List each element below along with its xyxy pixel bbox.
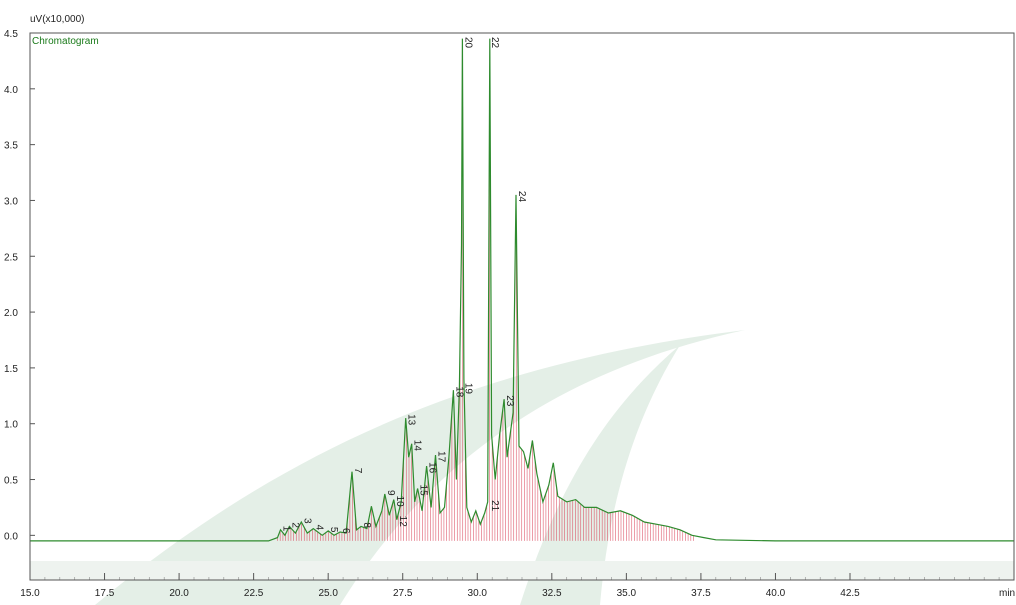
y-tick-label: 1.0 <box>4 420 18 431</box>
peak-label: 16 <box>427 462 438 474</box>
peak-label: 18 <box>453 386 464 398</box>
y-tick-label: 4.5 <box>4 29 18 40</box>
legend-chromatogram: Chromatogram <box>32 36 99 47</box>
peak-label: 2 <box>289 522 300 528</box>
minor-tick-band <box>30 561 1014 580</box>
x-tick-label: 32.5 <box>542 588 562 599</box>
peak-label: 17 <box>436 451 447 463</box>
peak-label: 21 <box>489 500 500 512</box>
x-unit-label: min <box>999 588 1015 599</box>
peak-label: 10 <box>394 496 405 508</box>
peak-label: 24 <box>516 191 527 203</box>
integration-fill <box>277 104 694 541</box>
y-tick-label: 0.5 <box>4 476 18 487</box>
peak-label: 9 <box>385 490 396 496</box>
y-tick-label: 1.5 <box>4 364 18 375</box>
y-tick-label: 3.0 <box>4 196 18 207</box>
x-tick-label: 40.0 <box>766 588 786 599</box>
x-tick-label: 17.5 <box>95 588 115 599</box>
x-tick-label: 20.0 <box>169 588 189 599</box>
x-tick-label: 35.0 <box>617 588 637 599</box>
watermark-swoosh-inner <box>520 345 680 605</box>
x-tick-label: 22.5 <box>244 588 264 599</box>
peak-label: 15 <box>418 485 429 497</box>
y-tick-label: 4.0 <box>4 85 18 96</box>
x-tick-label: 37.5 <box>691 588 711 599</box>
x-tick-label: 30.0 <box>468 588 488 599</box>
y-tick-label: 2.5 <box>4 252 18 263</box>
peak-label: 14 <box>412 440 423 452</box>
peak-label: 23 <box>504 395 515 407</box>
y-unit-label: uV(x10,000) <box>30 14 84 25</box>
chromatogram-trace <box>30 38 1014 542</box>
watermark-swoosh <box>95 330 745 605</box>
x-tick-label: 42.5 <box>840 588 860 599</box>
x-tick-label: 15.0 <box>20 588 40 599</box>
plot-frame <box>29 32 1015 581</box>
peak-label: 3 <box>301 518 312 524</box>
peak-label: 4 <box>313 525 324 531</box>
x-tick-label: 25.0 <box>318 588 338 599</box>
y-axis: 4.5 4.0 3.5 3.0 2.5 2.0 1.5 1.0 0.5 0.0 <box>4 29 35 542</box>
peak-label: 7 <box>352 468 363 474</box>
peak-label: 12 <box>397 516 408 528</box>
peak-label: 5 <box>328 527 339 533</box>
y-tick-label: 2.0 <box>4 308 18 319</box>
peak-label: 22 <box>489 37 500 49</box>
x-tick-label: 27.5 <box>393 588 413 599</box>
peak-label: 1 <box>281 526 292 532</box>
peak-label: 20 <box>462 37 473 49</box>
peak-label: 19 <box>462 383 473 395</box>
peak-label: 8 <box>361 522 372 528</box>
peak-label: 6 <box>340 528 351 534</box>
y-tick-label: 0.0 <box>4 531 18 542</box>
y-tick-label: 3.5 <box>4 141 18 152</box>
peak-label: 13 <box>406 414 417 426</box>
